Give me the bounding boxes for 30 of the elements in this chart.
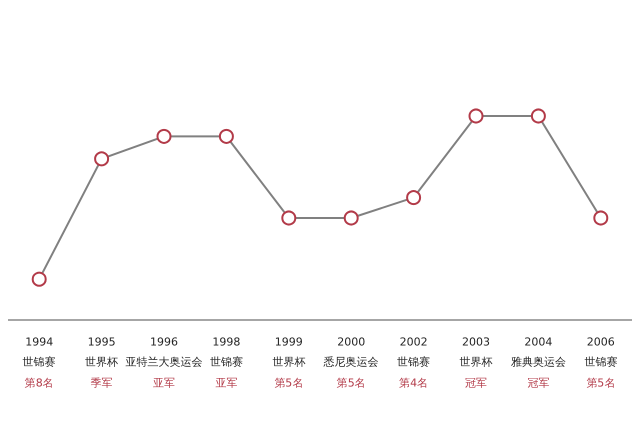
point	[468, 108, 484, 124]
x-tick-label: 1998 世锦赛	[210, 336, 243, 368]
text: 第5名	[586, 376, 616, 390]
text: 亚军	[215, 376, 238, 390]
point	[218, 128, 234, 144]
x-tick-label: 2000 悉尼奥运会	[322, 336, 379, 368]
point	[156, 128, 172, 144]
text: 第5名	[336, 376, 366, 390]
text: 冠军	[465, 376, 487, 390]
x-tick-label: 2002 世锦赛	[397, 336, 430, 368]
x-tick-label: 2006 世锦赛	[584, 336, 618, 368]
text: 第8名	[24, 376, 54, 390]
x-tick-label: 2003 世界杯	[460, 336, 492, 368]
point	[530, 108, 546, 124]
x-tick-label: 1995 世界杯	[85, 336, 118, 368]
x-tick-label: 1994 世锦赛	[22, 336, 56, 368]
text: 季军	[90, 376, 113, 390]
text: 冠军	[527, 376, 550, 390]
point	[94, 151, 110, 166]
text: 第5名	[274, 376, 304, 390]
point	[281, 210, 296, 226]
x-tick-label: 1999 世界杯	[272, 336, 306, 368]
point	[32, 272, 47, 287]
x-tick-label: 1996 亚特兰大奥运会	[126, 336, 202, 368]
point	[344, 210, 359, 226]
point	[593, 210, 608, 226]
text: 亚军	[153, 376, 175, 390]
point	[406, 190, 422, 206]
text: 第4名	[399, 376, 428, 390]
x-tick-label: 2004 雅典奥运会	[510, 336, 566, 368]
